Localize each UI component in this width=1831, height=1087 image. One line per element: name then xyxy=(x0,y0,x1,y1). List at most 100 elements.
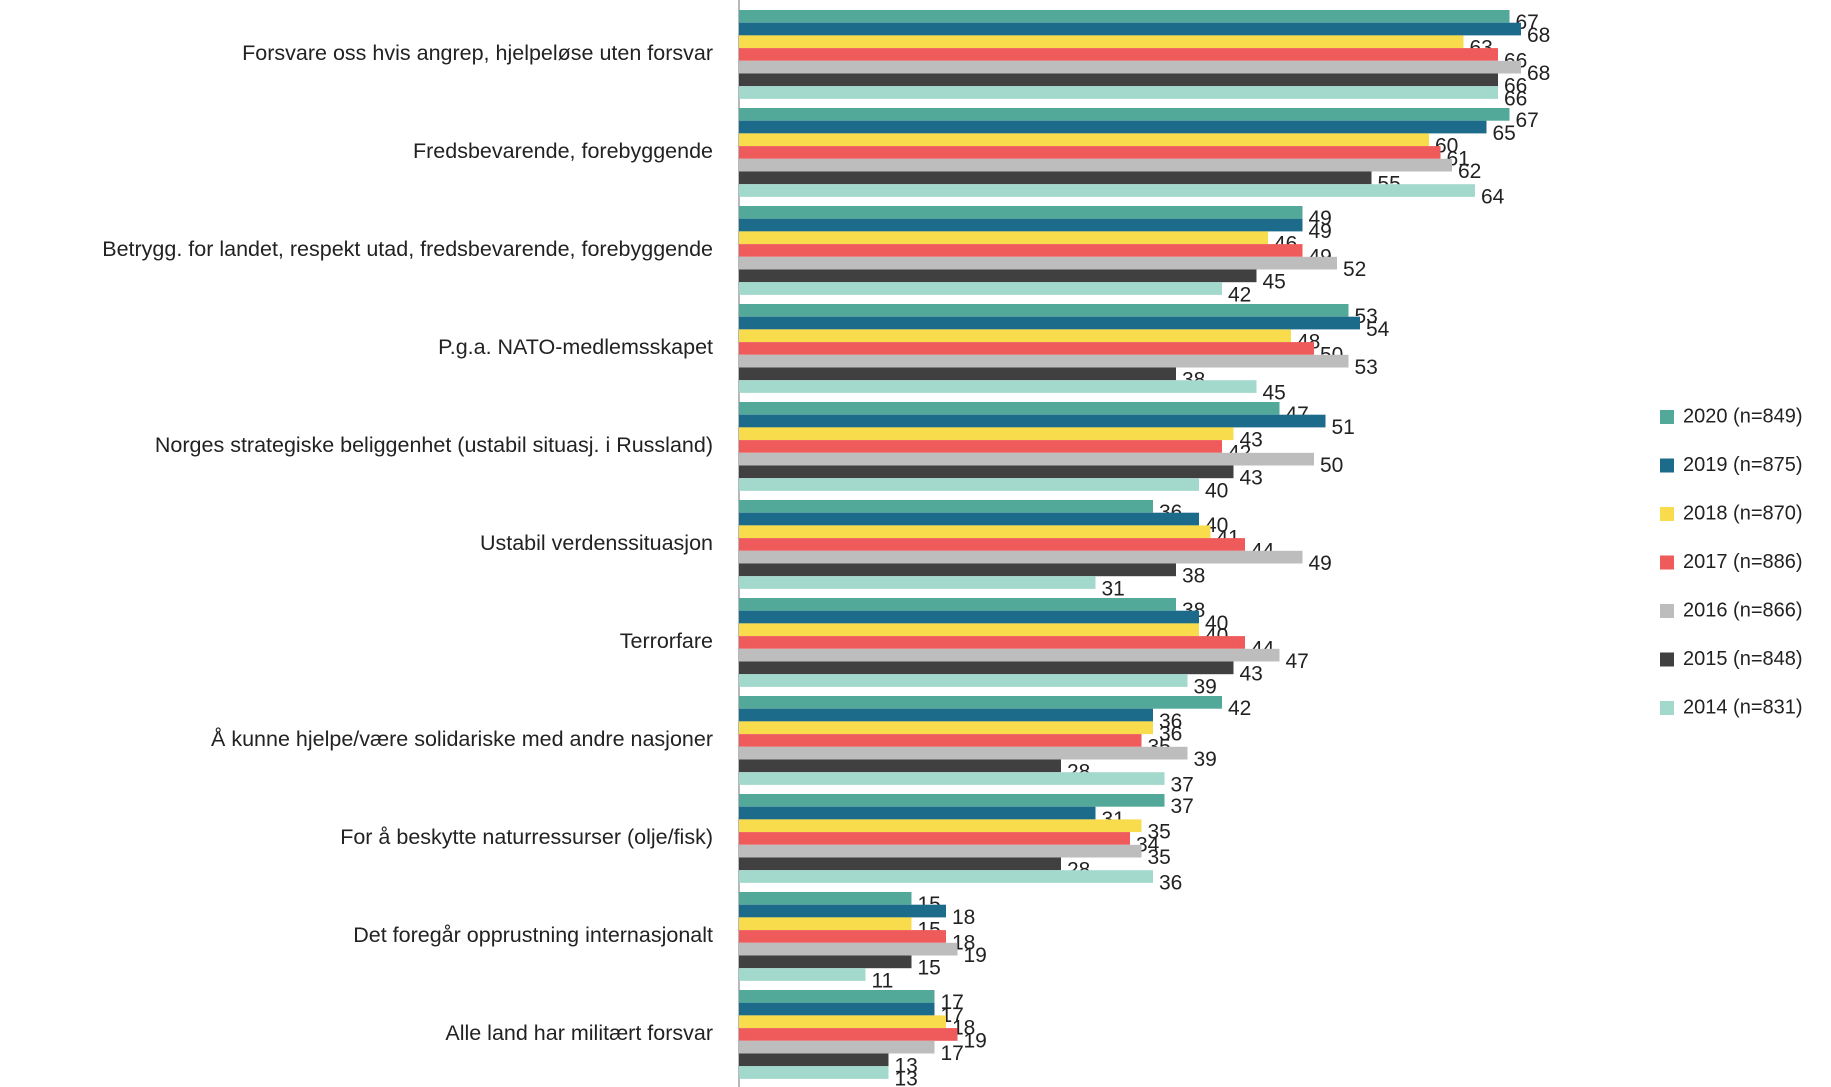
bar xyxy=(739,1053,889,1067)
value-label: 62 xyxy=(1458,160,1481,183)
value-label: 65 xyxy=(1493,122,1516,145)
bar xyxy=(739,857,1061,871)
bar xyxy=(739,380,1257,393)
value-label: 13 xyxy=(895,1067,918,1087)
value-label: 60 xyxy=(1435,135,1458,158)
bar xyxy=(739,269,1257,283)
value-label: 43 xyxy=(1240,663,1263,686)
bar xyxy=(739,452,1314,466)
value-label: 67 xyxy=(1516,11,1539,34)
bar xyxy=(739,870,1153,883)
category-label: Å kunne hjelpe/være solidariske med andr… xyxy=(211,727,713,751)
value-label: 50 xyxy=(1320,454,1343,477)
value-label: 47 xyxy=(1286,650,1309,673)
value-label: 19 xyxy=(964,944,987,967)
bar xyxy=(739,48,1498,61)
bar xyxy=(739,844,1142,858)
bar xyxy=(739,244,1303,257)
bar xyxy=(739,367,1176,381)
bar xyxy=(739,598,1176,611)
legend-swatch xyxy=(1660,410,1674,424)
value-label: 42 xyxy=(1228,697,1251,720)
legend-swatch xyxy=(1660,555,1674,570)
value-label: 17 xyxy=(941,991,964,1014)
category-label: Terrorfare xyxy=(620,629,713,653)
category-label: Ustabil verdenssituasjon xyxy=(480,531,713,555)
value-label: 37 xyxy=(1171,795,1194,818)
value-label: 45 xyxy=(1263,271,1286,294)
legend-swatch xyxy=(1660,458,1674,473)
legend-swatch xyxy=(1660,604,1674,618)
bar xyxy=(739,354,1349,368)
bar xyxy=(739,721,1153,735)
value-label: 43 xyxy=(1240,467,1263,490)
bar xyxy=(739,218,1303,232)
bar xyxy=(739,304,1349,317)
value-label: 64 xyxy=(1481,185,1505,208)
bar xyxy=(739,772,1165,785)
value-label: 45 xyxy=(1263,381,1286,404)
category-label: For å beskytte naturressurser (olje/fisk… xyxy=(340,825,713,849)
bar xyxy=(739,636,1245,649)
bar xyxy=(739,133,1429,147)
value-label: 52 xyxy=(1343,258,1366,281)
value-label: 36 xyxy=(1159,723,1182,746)
bar xyxy=(739,550,1303,564)
legend-swatch xyxy=(1660,701,1674,715)
legend-label: 2016 (n=866) xyxy=(1683,599,1803,621)
value-label: 49 xyxy=(1309,220,1332,243)
value-label: 49 xyxy=(1309,207,1332,230)
bar xyxy=(739,832,1130,845)
value-label: 37 xyxy=(1171,773,1194,796)
bar xyxy=(739,120,1487,134)
value-label: 36 xyxy=(1159,871,1182,894)
value-label: 42 xyxy=(1228,283,1251,306)
value-label: 17 xyxy=(941,1004,964,1027)
value-label: 31 xyxy=(1102,577,1125,600)
bar xyxy=(739,806,1096,820)
bar xyxy=(739,108,1510,121)
value-label: 35 xyxy=(1148,846,1171,869)
bar xyxy=(739,955,912,969)
category-label: Det foregår opprustning internasjonalt xyxy=(353,923,713,947)
bar xyxy=(739,1002,935,1016)
bar xyxy=(739,538,1245,551)
bar xyxy=(739,1066,889,1079)
bar xyxy=(739,342,1314,355)
bar xyxy=(739,794,1165,807)
bar xyxy=(739,696,1222,709)
bar xyxy=(739,86,1498,99)
bar xyxy=(739,1015,946,1029)
bar xyxy=(739,440,1222,453)
bar xyxy=(739,427,1234,441)
bar xyxy=(739,402,1280,415)
value-label: 38 xyxy=(1182,565,1205,588)
bar xyxy=(739,968,866,981)
bar xyxy=(739,708,1153,722)
bar xyxy=(739,942,958,956)
value-label: 53 xyxy=(1355,356,1378,379)
bar xyxy=(739,661,1234,675)
legend-swatch xyxy=(1660,652,1674,667)
value-label: 36 xyxy=(1159,710,1182,733)
bar xyxy=(739,930,946,943)
bar xyxy=(739,414,1326,428)
bar xyxy=(739,22,1521,36)
bar xyxy=(739,73,1498,87)
value-label: 11 xyxy=(872,969,894,992)
bar xyxy=(739,35,1464,49)
bar xyxy=(739,478,1199,491)
bar xyxy=(739,1040,935,1054)
value-label: 43 xyxy=(1240,429,1263,452)
value-label: 49 xyxy=(1309,552,1332,575)
value-label: 53 xyxy=(1355,305,1378,328)
value-label: 68 xyxy=(1527,24,1550,47)
bar xyxy=(739,563,1176,577)
bar xyxy=(739,892,912,905)
value-label: 40 xyxy=(1205,479,1228,502)
legend-label: 2020 (n=849) xyxy=(1683,405,1803,427)
value-label: 39 xyxy=(1194,748,1217,771)
category-label: Forsvare oss hvis angrep, hjelpeløse ute… xyxy=(242,41,713,65)
bar xyxy=(739,1028,958,1041)
bar xyxy=(739,610,1199,624)
